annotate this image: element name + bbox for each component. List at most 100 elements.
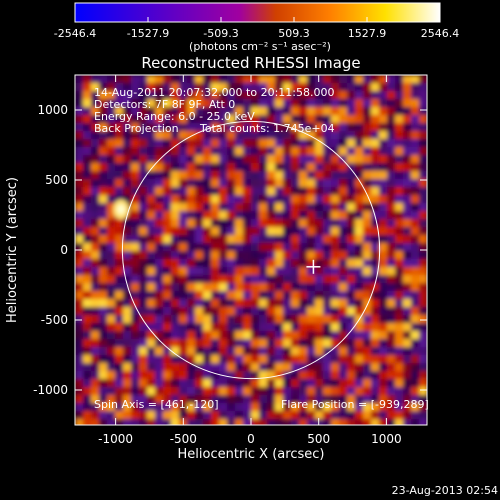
heatmap-cell (347, 171, 356, 180)
heatmap-cell (131, 363, 140, 372)
heatmap-cell (291, 403, 300, 412)
heatmap-cell (363, 387, 372, 396)
heatmap-cell (251, 107, 260, 116)
heatmap-cell (275, 291, 284, 300)
heatmap-cell (363, 259, 372, 268)
heatmap-cell (123, 227, 132, 236)
heatmap-cell (243, 83, 252, 92)
heatmap-cell (323, 419, 332, 425)
heatmap-cell (355, 347, 364, 356)
heatmap-cell (211, 299, 220, 308)
heatmap-cell (315, 179, 324, 188)
heatmap-cell (227, 259, 236, 268)
heatmap-cell (331, 219, 340, 228)
heatmap-cell (419, 267, 427, 276)
heatmap-cell (339, 395, 348, 404)
heatmap-cell (123, 91, 132, 100)
heatmap-cell (355, 115, 364, 124)
heatmap-cell (243, 363, 252, 372)
heatmap-cell (299, 379, 308, 388)
heatmap-cell (411, 219, 420, 228)
heatmap-cell (387, 91, 396, 100)
heatmap-cell (211, 379, 220, 388)
heatmap-cell (171, 75, 180, 84)
heatmap-cell (395, 211, 404, 220)
heatmap-cell (283, 403, 292, 412)
heatmap-cell (179, 371, 188, 380)
heatmap-cell (251, 411, 260, 420)
heatmap-cell (259, 251, 268, 260)
heatmap-cell (139, 235, 148, 244)
heatmap-cell (419, 419, 427, 425)
heatmap-cell (131, 403, 140, 412)
heatmap-cell (227, 91, 236, 100)
heatmap-cell (331, 243, 340, 252)
heatmap-cell (219, 323, 228, 332)
heatmap-cell (91, 283, 100, 292)
heatmap-cell (323, 403, 332, 412)
heatmap-cell (99, 291, 108, 300)
heatmap-cell (171, 243, 180, 252)
heatmap-cell (403, 315, 412, 324)
heatmap-cell (411, 307, 420, 316)
heatmap-cell (107, 171, 116, 180)
annotation-spin-axis: Spin Axis = [461,-120] (94, 398, 219, 411)
heatmap-cell (315, 99, 324, 108)
heatmap-cell (363, 379, 372, 388)
heatmap-cell (107, 299, 116, 308)
heatmap-cell (259, 115, 268, 124)
heatmap-cell (403, 339, 412, 348)
heatmap-cell (419, 211, 427, 220)
heatmap-cell (323, 259, 332, 268)
heatmap-cell (411, 107, 420, 116)
heatmap-cell (163, 131, 172, 140)
heatmap-cell (243, 403, 252, 412)
heatmap-cell (131, 99, 140, 108)
heatmap-cell (211, 227, 220, 236)
heatmap-cell (235, 403, 244, 412)
heatmap-cell (267, 299, 276, 308)
heatmap-cell (99, 155, 108, 164)
heatmap-cell (363, 211, 372, 220)
heatmap-cell (347, 227, 356, 236)
heatmap-cell (195, 115, 204, 124)
heatmap-cell (307, 251, 316, 260)
heatmap-cell (123, 251, 132, 260)
heatmap-cell (299, 307, 308, 316)
heatmap-cell (379, 227, 388, 236)
heatmap-cell (411, 411, 420, 420)
heatmap-cell (299, 195, 308, 204)
heatmap-cell (307, 379, 316, 388)
heatmap-cell (411, 355, 420, 364)
heatmap-cell (195, 315, 204, 324)
heatmap-cell (267, 275, 276, 284)
heatmap-cell (355, 291, 364, 300)
heatmap-cell (251, 171, 260, 180)
heatmap-cell (315, 75, 324, 84)
heatmap-cell (235, 371, 244, 380)
heatmap-cell (131, 187, 140, 196)
heatmap-cell (211, 123, 220, 132)
heatmap-cell (419, 259, 427, 268)
heatmap-cell (299, 155, 308, 164)
heatmap-cell (155, 299, 164, 308)
heatmap-cell (219, 131, 228, 140)
heatmap-cell (315, 195, 324, 204)
heatmap-cell (283, 251, 292, 260)
heatmap-cell (355, 131, 364, 140)
heatmap-cell (411, 211, 420, 220)
heatmap-cell (99, 347, 108, 356)
heatmap-cell (251, 323, 260, 332)
heatmap-cell (331, 75, 340, 84)
heatmap-cell (379, 331, 388, 340)
heatmap-cell (99, 75, 108, 84)
heatmap-cell (251, 299, 260, 308)
y-tick-label: -500 (41, 313, 68, 327)
heatmap-cell (155, 171, 164, 180)
heatmap-cell (299, 227, 308, 236)
heatmap-cell (267, 139, 276, 148)
heatmap-cell (307, 299, 316, 308)
heatmap-cell (339, 387, 348, 396)
heatmap-cell (419, 123, 427, 132)
heatmap-cell (331, 267, 340, 276)
